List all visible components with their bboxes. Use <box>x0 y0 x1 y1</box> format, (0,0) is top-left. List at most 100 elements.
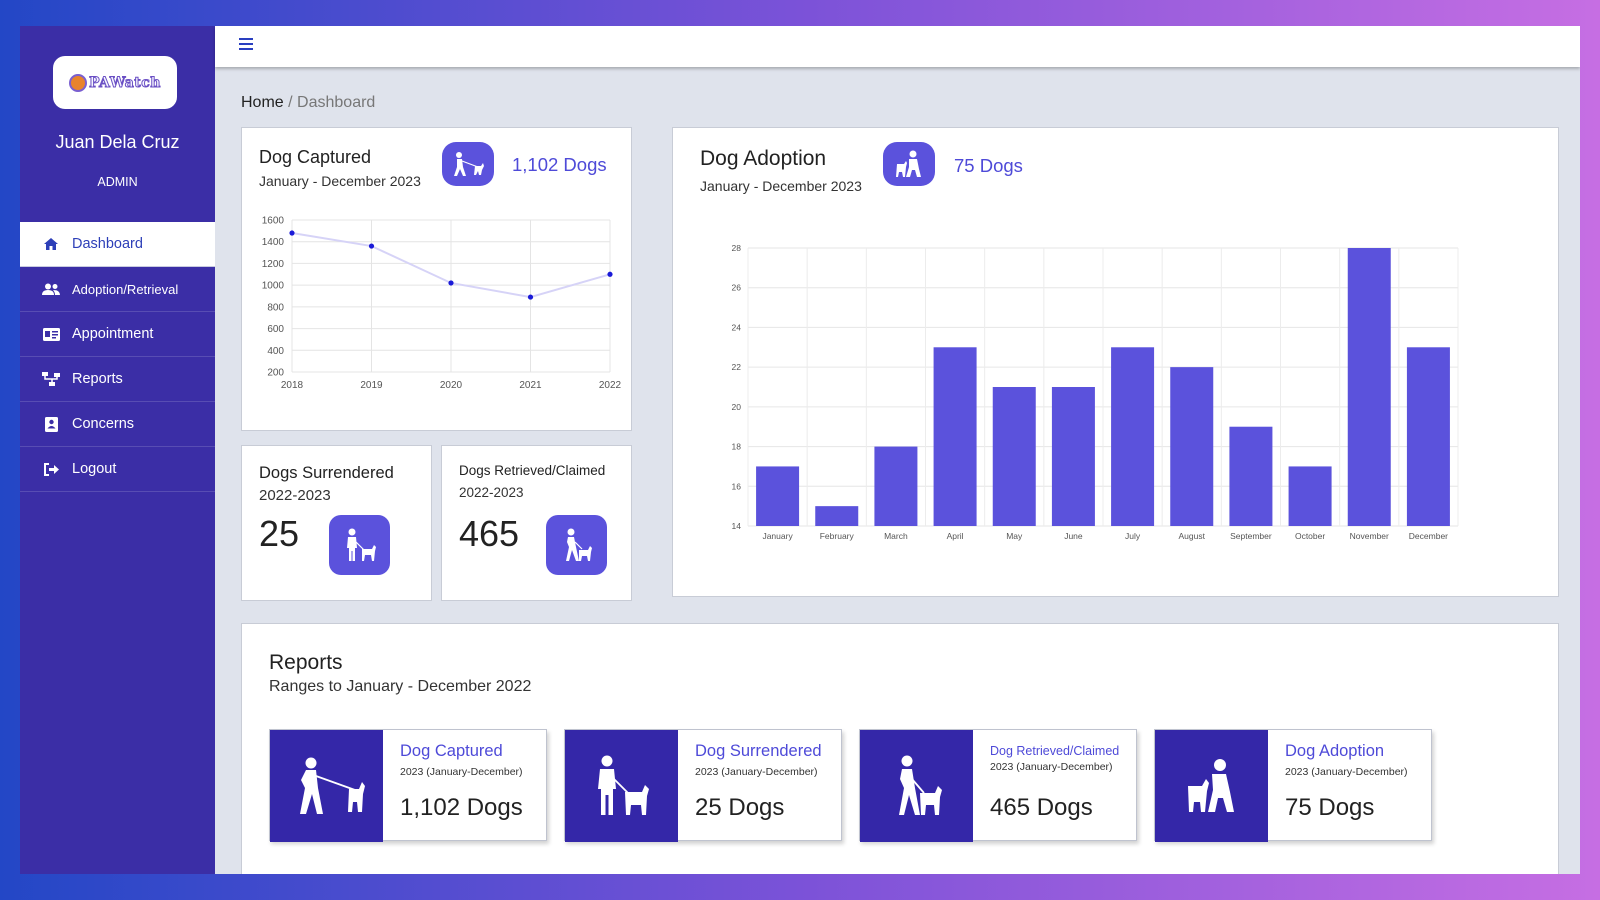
logo-text: PAWatch <box>89 74 161 91</box>
x-tick-label: 2021 <box>519 380 542 391</box>
reports-subtitle: Ranges to January - December 2022 <box>269 678 532 695</box>
y-tick-label: 1200 <box>262 259 285 270</box>
adoption-icon <box>1155 730 1268 842</box>
y-tick-label: 20 <box>732 402 742 412</box>
x-tick-label: 2018 <box>281 380 304 391</box>
card-subtitle: 2022-2023 <box>259 487 331 504</box>
sidebar-item-label: Reports <box>72 371 123 387</box>
x-tick-label: August <box>1179 531 1206 541</box>
y-tick-label: 800 <box>267 302 284 313</box>
captured-line-chart: 200 400 600 800 1000 1200 1400 1600 2018 2019 2020… <box>262 216 622 392</box>
sidebar-item-label: Appointment <box>72 326 154 342</box>
bar <box>1051 387 1095 526</box>
data-point <box>289 230 295 236</box>
tile-value: 75 Dogs <box>1285 794 1375 821</box>
report-tile-dog-captured[interactable]: Dog Captured 2023 (January-December) 1,1… <box>269 729 547 842</box>
x-tick-label: 2019 <box>360 380 383 391</box>
tile-subtitle: 2023 (January-December) <box>990 761 1113 773</box>
sidebar-menu: Dashboard Adoption/Retrieval Appointment… <box>20 222 215 492</box>
y-tick-label: 18 <box>732 442 742 452</box>
y-tick-label: 16 <box>732 481 742 491</box>
dogs-surrendered-card: Dogs Surrendered 2022-2023 25 <box>241 445 432 601</box>
y-tick-label: 400 <box>267 346 284 357</box>
sidebar-item-label: Dashboard <box>72 236 143 252</box>
sidebar-item-concerns[interactable]: Concerns <box>20 402 215 447</box>
x-tick-label: September <box>1230 531 1272 541</box>
x-tick-label: January <box>762 531 793 541</box>
sitemap-icon <box>41 371 61 387</box>
card-subtitle: 2022-2023 <box>459 485 524 500</box>
report-tile-dog-retrieved[interactable]: Dog Retrieved/Claimed 2023 (January-Dece… <box>859 729 1137 842</box>
x-tick-label: December <box>1409 531 1448 541</box>
x-tick-label: October <box>1295 531 1325 541</box>
dog-captured-card: Dog Captured January - December 2023 1,1… <box>241 127 632 431</box>
bar <box>874 446 918 526</box>
data-point <box>607 271 613 277</box>
adoption-bar-chart: 14 16 18 20 22 24 26 28 January February March Apri… <box>732 243 1459 541</box>
reports-section: Reports Ranges to January - December 202… <box>241 623 1559 874</box>
bar <box>1347 248 1391 526</box>
bar <box>1170 367 1214 526</box>
logo[interactable]: PAWatch <box>53 56 177 109</box>
bar <box>756 466 800 526</box>
sidebar-item-adoption-retrieval[interactable]: Adoption/Retrieval <box>20 267 215 312</box>
y-tick-label: 1000 <box>262 281 285 292</box>
breadcrumb: Home / Dashboard <box>241 94 375 112</box>
sidebar-item-logout[interactable]: Logout <box>20 447 215 492</box>
x-tick-label: 2020 <box>440 380 463 391</box>
x-tick-label: 2022 <box>599 380 622 391</box>
bar <box>1406 347 1450 526</box>
breadcrumb-home[interactable]: Home <box>241 94 284 111</box>
sidebar-item-appointment[interactable]: Appointment <box>20 312 215 357</box>
data-point <box>368 243 375 249</box>
adoption-icon <box>883 142 935 186</box>
card-subtitle: January - December 2023 <box>700 178 862 194</box>
id-card-icon <box>41 326 61 342</box>
x-tick-label: June <box>1064 531 1083 541</box>
sidebar-item-dashboard[interactable]: Dashboard <box>20 222 215 267</box>
tile-subtitle: 2023 (January-December) <box>1285 766 1408 778</box>
y-tick-label: 22 <box>732 362 742 372</box>
y-tick-label: 1600 <box>262 216 285 227</box>
bar <box>1288 466 1332 526</box>
sidebar-item-reports[interactable]: Reports <box>20 357 215 402</box>
dog-catcher-icon <box>442 142 494 186</box>
y-tick-label: 26 <box>732 283 742 293</box>
bar <box>815 506 859 526</box>
person-with-dog-icon <box>329 515 390 575</box>
data-point <box>448 280 454 286</box>
dog-adoption-card: Dog Adoption January - December 2023 75 … <box>672 127 1559 597</box>
tile-title: Dog Adoption <box>1285 742 1385 760</box>
y-tick-label: 1400 <box>262 237 285 248</box>
dogs-retrieved-card: Dogs Retrieved/Claimed 2022-2023 465 <box>441 445 632 601</box>
bar <box>933 347 977 526</box>
report-tile-dog-surrendered[interactable]: Dog Surrendered 2023 (January-December) … <box>564 729 842 842</box>
sidebar-item-label: Concerns <box>72 416 135 432</box>
tile-subtitle: 2023 (January-December) <box>695 766 818 778</box>
tile-title: Dog Surrendered <box>695 742 822 760</box>
report-tile-dog-adoption[interactable]: Dog Adoption 2023 (January-December) 75 … <box>1154 729 1432 842</box>
card-title: Dog Adoption <box>700 147 827 170</box>
person-with-dog-icon <box>565 730 678 842</box>
walking-with-dog-icon <box>860 730 973 842</box>
x-tick-label: March <box>884 531 908 541</box>
app-window: PAWatch Juan Dela Cruz ADMIN Dashboard A… <box>20 26 1580 874</box>
bar <box>1229 426 1273 526</box>
bar <box>992 387 1036 526</box>
retrieved-count: 465 <box>459 513 520 554</box>
paw-icon <box>69 73 88 92</box>
adoption-total: 75 Dogs <box>954 155 1023 176</box>
sidebar-item-label: Adoption/Retrieval <box>72 281 179 297</box>
walking-with-dog-icon <box>546 515 607 575</box>
users-icon <box>41 281 61 297</box>
data-point <box>527 294 534 300</box>
sidebar-item-label: Logout <box>72 461 117 477</box>
x-tick-label: February <box>820 531 855 541</box>
sidebar: PAWatch Juan Dela Cruz ADMIN Dashboard A… <box>20 26 215 874</box>
menu-toggle-icon[interactable] <box>239 38 253 50</box>
breadcrumb-separator: / <box>288 94 293 111</box>
y-tick-label: 600 <box>267 324 284 335</box>
breadcrumb-current: Dashboard <box>297 94 376 111</box>
top-bar <box>215 26 1580 67</box>
y-tick-label: 24 <box>732 322 742 332</box>
